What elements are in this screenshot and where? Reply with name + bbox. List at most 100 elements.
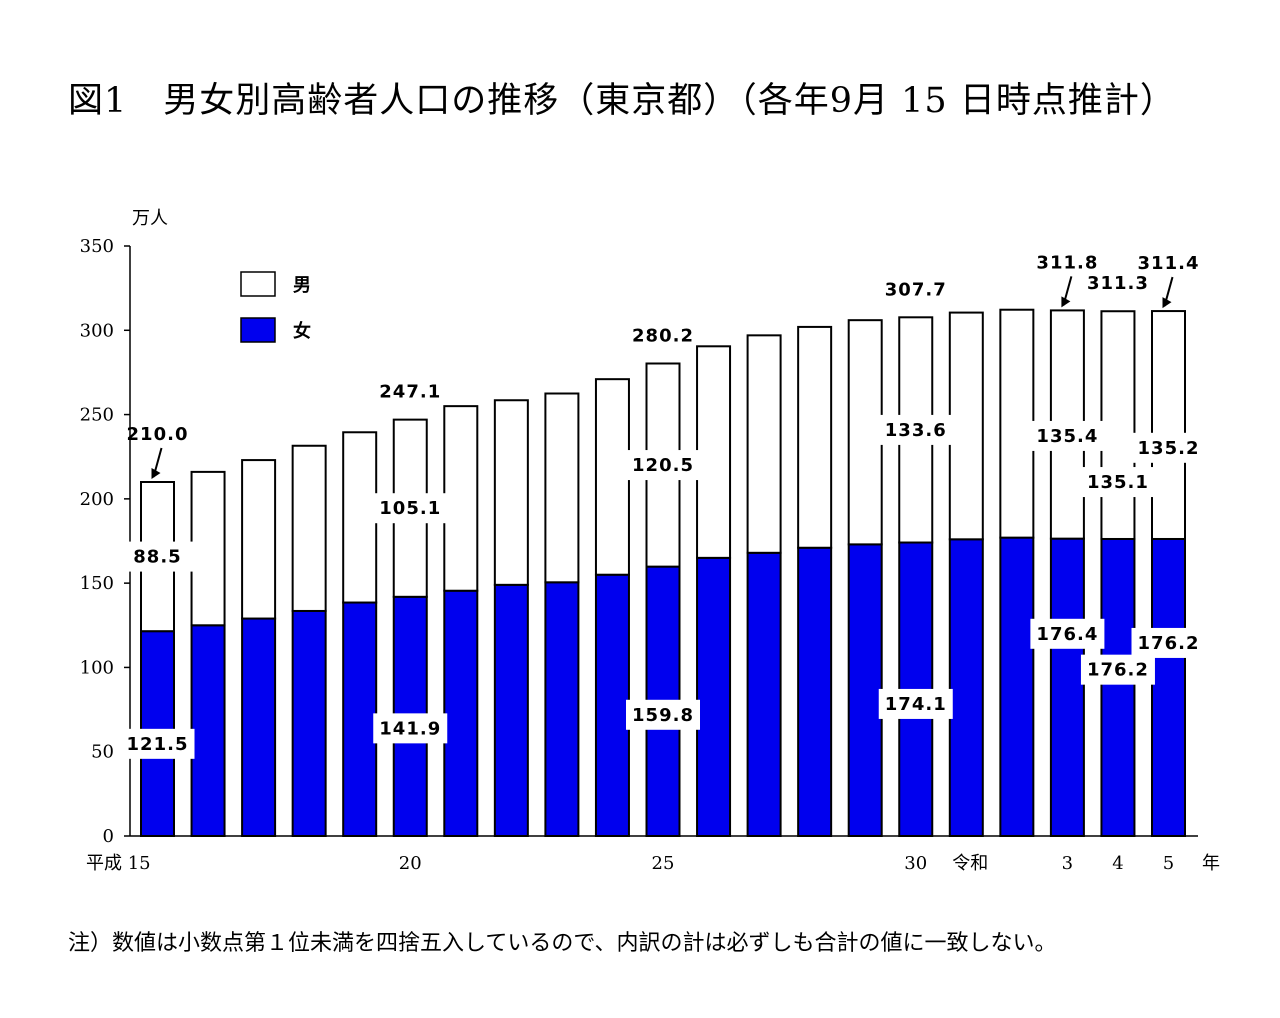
- total-value-label: 311.8: [1036, 252, 1098, 273]
- y-tick-label: 250: [80, 405, 114, 426]
- bar-male: [999, 308, 1035, 539]
- bar-male: [342, 431, 378, 604]
- y-tick-label: 100: [80, 657, 114, 678]
- bar-female: [1049, 537, 1085, 837]
- bar-male: [847, 319, 883, 546]
- male-value-label: 133.6: [885, 420, 947, 441]
- y-tick-label: 150: [80, 573, 114, 594]
- footnote: 注）数値は小数点第１位未満を四捨五入しているので、内訳の計は必ずしも合計の値に一…: [68, 931, 1057, 956]
- y-tick-label: 200: [80, 489, 114, 510]
- x-tick-label: 25: [652, 853, 675, 874]
- bar-male: [544, 392, 580, 584]
- y-axis-unit-label: 万人: [132, 208, 168, 229]
- value-label-bg: [373, 493, 448, 524]
- bar-male: [291, 444, 327, 612]
- total-value-label: 307.7: [885, 279, 947, 300]
- bar-female: [544, 581, 580, 837]
- legend-label: 女: [293, 320, 311, 342]
- female-value-label: 176.2: [1087, 660, 1149, 681]
- value-label-bg: [626, 450, 700, 481]
- male-value-label: 135.2: [1138, 438, 1200, 459]
- y-tick-label: 0: [103, 826, 114, 847]
- bar-female: [999, 536, 1035, 838]
- male-value-label: 105.1: [379, 498, 441, 519]
- bar-female: [847, 543, 883, 837]
- value-label-bg: [878, 688, 953, 719]
- bar-female: [594, 573, 630, 837]
- x-tick-label: 令和: [952, 853, 988, 874]
- total-value-label: 280.2: [632, 326, 694, 347]
- male-value-label: 120.5: [632, 455, 694, 476]
- bar-female: [948, 538, 984, 837]
- value-label-bg: [1080, 654, 1155, 685]
- female-value-label: 176.4: [1036, 624, 1098, 645]
- bar-male: [190, 470, 226, 627]
- male-value-label: 135.4: [1036, 426, 1098, 447]
- bar-female: [241, 617, 277, 837]
- bar-female: [342, 601, 378, 837]
- y-tick-label: 300: [80, 320, 114, 341]
- bar-male: [443, 405, 479, 592]
- bars: [140, 308, 1186, 838]
- y-tick-label: 50: [91, 742, 114, 763]
- bar-female: [696, 556, 732, 837]
- bar-female: [291, 609, 327, 838]
- value-label-bg: [878, 414, 953, 445]
- x-axis-year-suffix: 年: [1202, 853, 1220, 874]
- x-tick-label: 20: [399, 853, 422, 874]
- value-label-bg: [373, 713, 448, 744]
- x-axis: 平成 15 20 25 30 令和 3 4 5: [86, 853, 1174, 874]
- legend: 男女: [240, 271, 311, 343]
- bar-male: [1100, 310, 1136, 540]
- value-label-bg: [120, 728, 195, 759]
- total-value-label: 311.3: [1087, 273, 1149, 294]
- female-value-label: 176.2: [1138, 633, 1200, 654]
- x-tick-label: 平成 15: [86, 853, 151, 874]
- female-value-label: 141.9: [379, 718, 441, 739]
- label-arrowhead: [1162, 297, 1172, 309]
- bar-female: [1151, 537, 1186, 838]
- total-value-label: 210.0: [127, 424, 189, 445]
- female-value-label: 174.1: [885, 694, 947, 715]
- value-label-bg: [626, 699, 700, 730]
- value-label-bg: [120, 541, 195, 572]
- total-value-label: 247.1: [379, 381, 441, 402]
- value-label-bg: [1030, 618, 1105, 649]
- bar-male: [746, 334, 782, 554]
- legend-label: 男: [293, 275, 311, 296]
- bar-male: [1151, 310, 1186, 540]
- total-value-label: 311.4: [1138, 253, 1200, 274]
- legend-swatch: [240, 317, 276, 343]
- x-tick-label: 5: [1163, 853, 1174, 874]
- female-value-label: 159.8: [632, 705, 694, 726]
- x-tick-label: 30: [904, 853, 927, 874]
- label-arrowhead: [1061, 296, 1071, 308]
- bar-female: [190, 624, 226, 837]
- data-labels: 210.0 88.5 121.5 247.1 105.1 141.9 280.2 120.5 1…: [120, 252, 1206, 759]
- male-value-label: 88.5: [133, 547, 181, 568]
- y-tick-label: 350: [80, 236, 114, 257]
- bar-male: [797, 325, 833, 549]
- label-arrowhead: [151, 468, 161, 479]
- bar-male: [948, 311, 984, 541]
- bar-male: [696, 345, 732, 559]
- female-value-label: 121.5: [127, 734, 189, 755]
- bar-female: [797, 546, 833, 837]
- value-label-bg: [1131, 627, 1206, 658]
- male-value-label: 135.1: [1087, 472, 1149, 493]
- bar-female: [493, 583, 529, 837]
- bar-female: [1100, 537, 1136, 838]
- x-tick-label: 3: [1062, 853, 1073, 874]
- bar-male: [241, 459, 277, 620]
- x-tick-label: 4: [1112, 853, 1123, 874]
- legend-swatch: [240, 271, 276, 297]
- value-label-bg: [1131, 432, 1206, 463]
- bar-female: [443, 589, 479, 837]
- chart-title: 図1 男女別高齢者人口の推移（東京都）（各年9月 15 日時点推計）: [68, 81, 1176, 121]
- bar-male: [594, 378, 630, 576]
- bar-male: [493, 399, 529, 586]
- value-label-bg: [1080, 467, 1155, 498]
- bar-female: [746, 551, 782, 837]
- value-label-bg: [1030, 420, 1105, 451]
